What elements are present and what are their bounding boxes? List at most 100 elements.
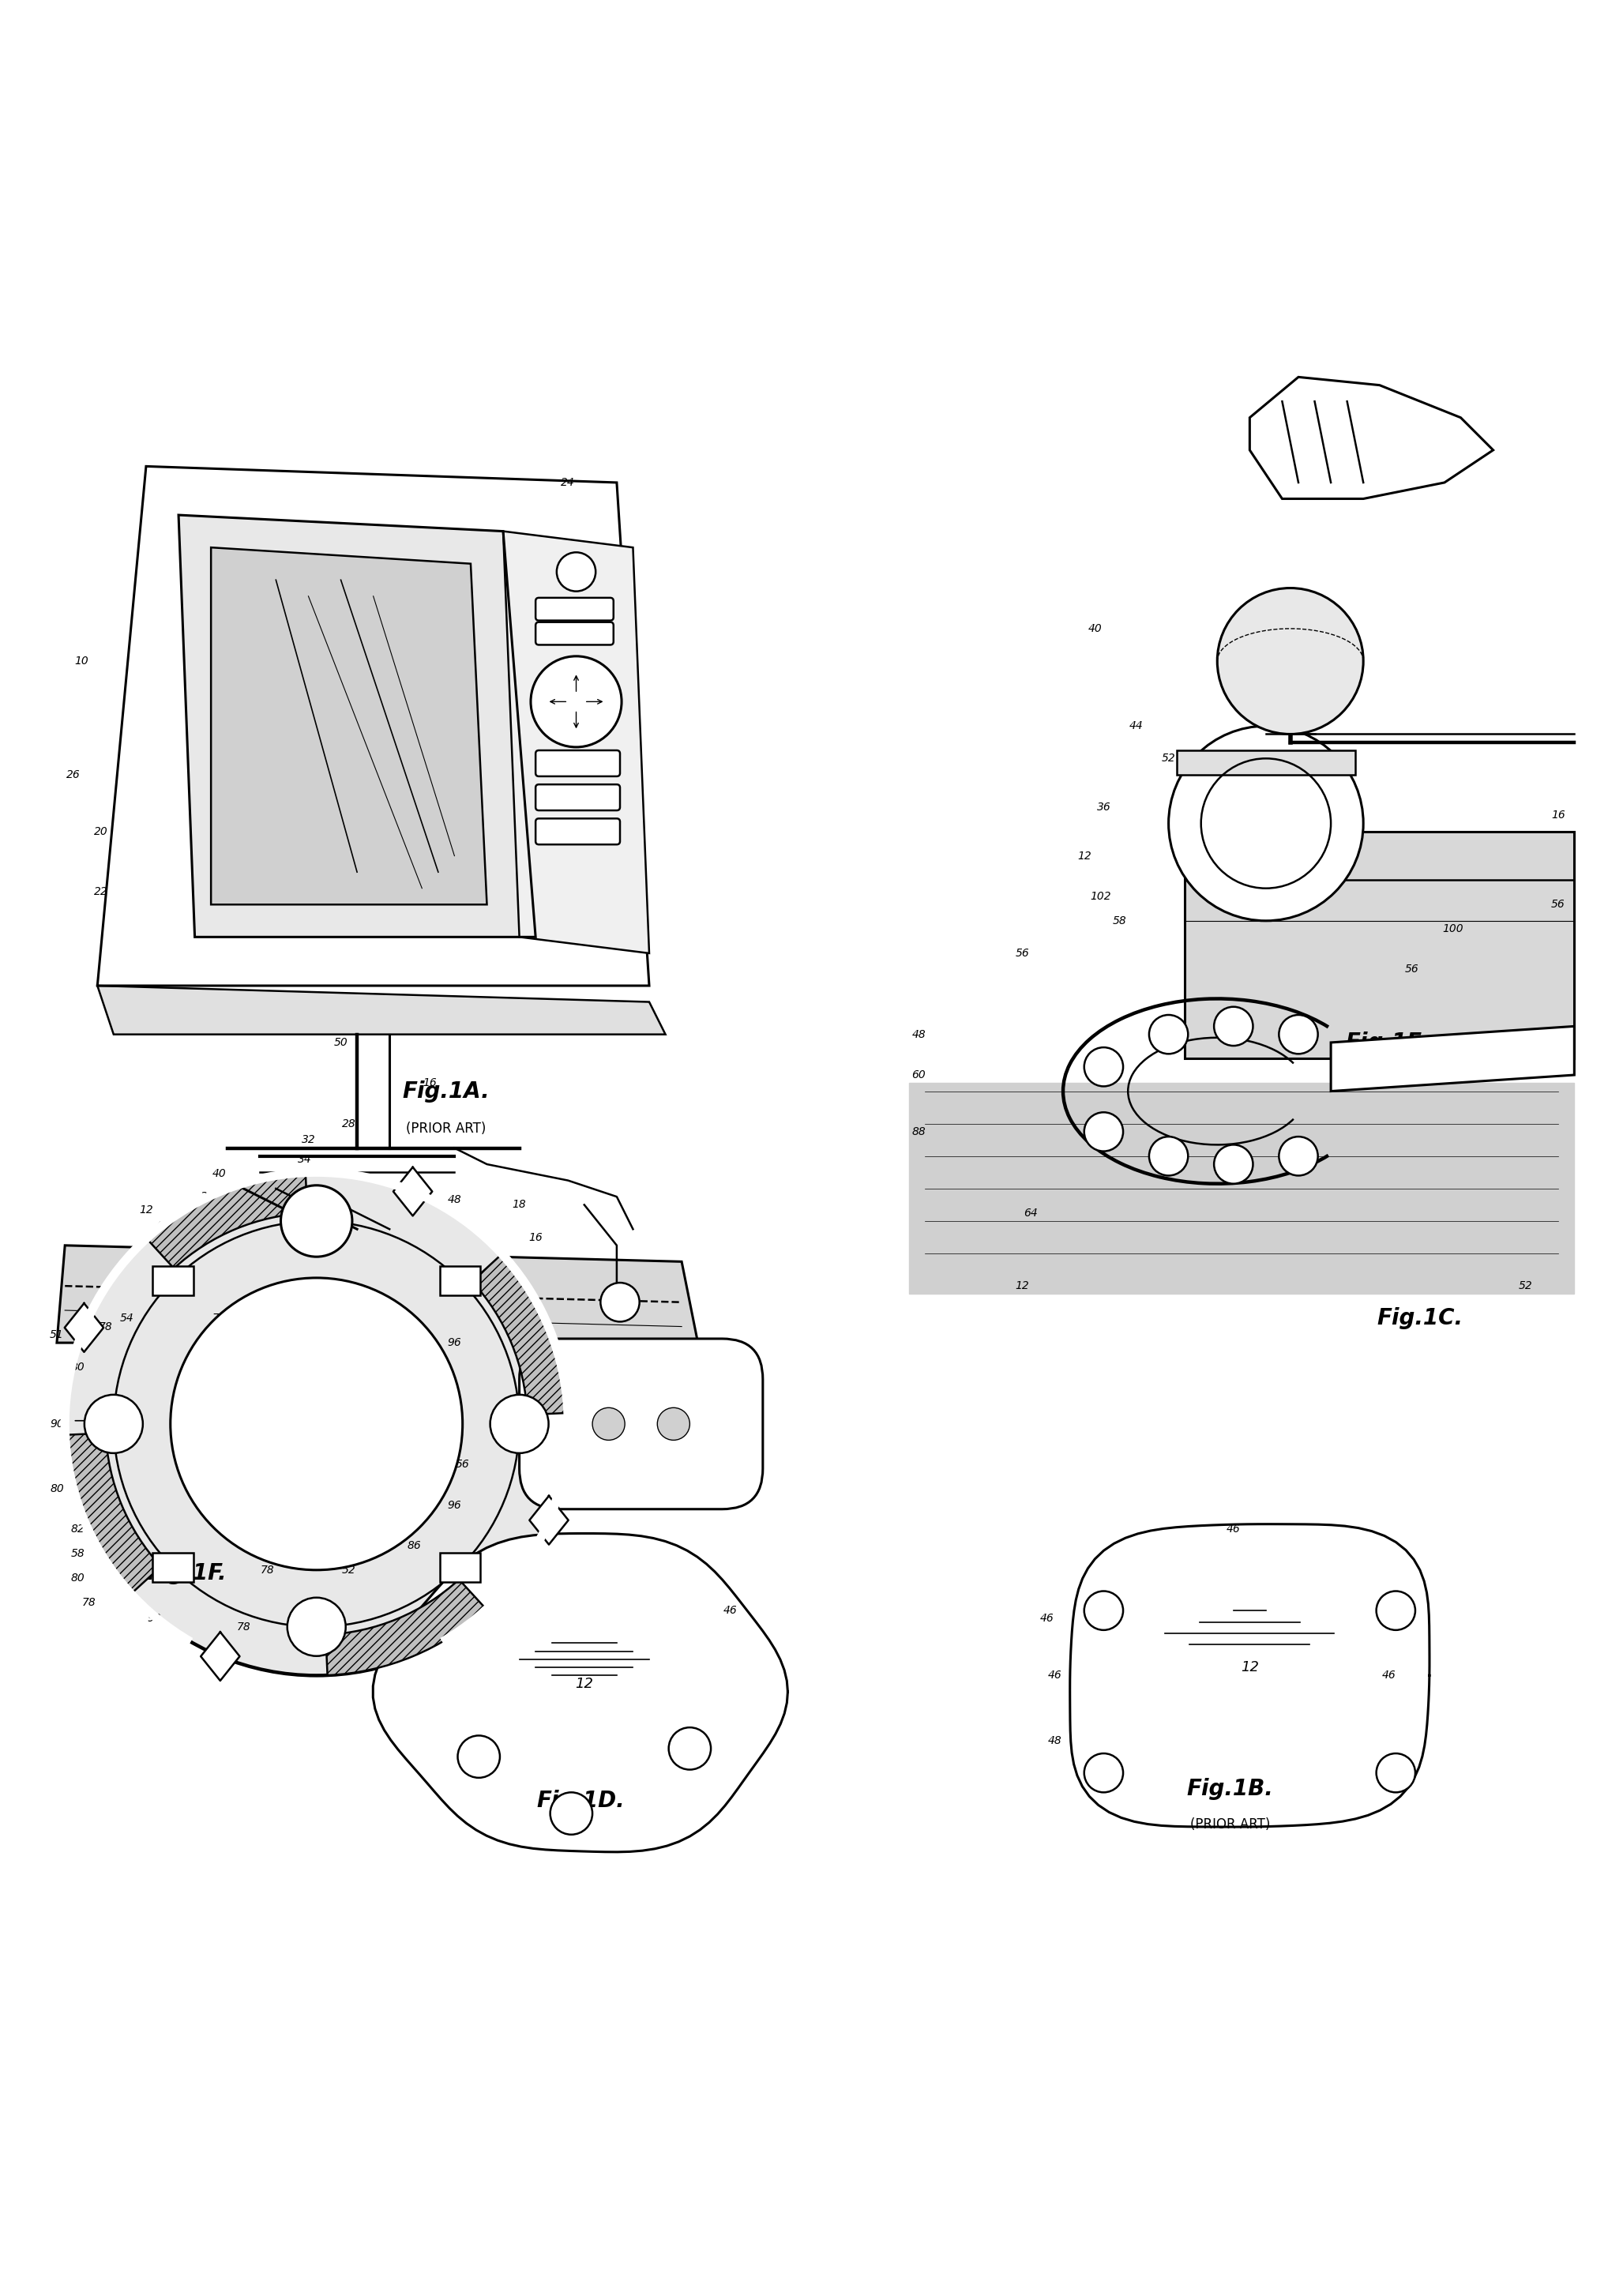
Text: (PRIOR ART): (PRIOR ART) <box>1190 1818 1271 1832</box>
Text: 10: 10 <box>75 657 88 666</box>
Text: 48: 48 <box>570 1807 583 1818</box>
Text: 94: 94 <box>695 1419 711 1430</box>
Text: Fig.1B.: Fig.1B. <box>1186 1777 1274 1800</box>
Text: 66: 66 <box>581 1419 597 1430</box>
Text: 38: 38 <box>326 1265 339 1274</box>
Text: 12: 12 <box>575 1676 594 1690</box>
Polygon shape <box>1250 377 1493 498</box>
Circle shape <box>1214 1146 1253 1185</box>
Text: 50: 50 <box>334 1038 347 1047</box>
Text: 22: 22 <box>94 886 107 898</box>
Text: 56: 56 <box>1406 964 1419 976</box>
Circle shape <box>287 1598 346 1655</box>
Text: 20: 20 <box>94 827 107 838</box>
Text: Fig.1E.: Fig.1E. <box>1345 1031 1430 1054</box>
Text: 80: 80 <box>71 1573 84 1584</box>
Circle shape <box>1376 1591 1415 1630</box>
Text: 88: 88 <box>912 1127 925 1137</box>
Polygon shape <box>97 985 665 1035</box>
Text: 46: 46 <box>472 1752 485 1763</box>
Text: 36: 36 <box>1097 801 1110 813</box>
Polygon shape <box>529 1497 568 1545</box>
Bar <box>440 1265 480 1295</box>
Polygon shape <box>201 1632 240 1681</box>
Circle shape <box>458 1736 500 1777</box>
Circle shape <box>1084 1754 1123 1793</box>
Text: 86: 86 <box>407 1541 420 1552</box>
Circle shape <box>592 1407 625 1440</box>
Text: 44: 44 <box>1130 721 1143 732</box>
Text: 76: 76 <box>344 1426 360 1437</box>
Circle shape <box>1149 1137 1188 1176</box>
Polygon shape <box>57 1244 698 1343</box>
Text: 51: 51 <box>50 1329 63 1341</box>
FancyBboxPatch shape <box>536 597 613 620</box>
Circle shape <box>669 1727 711 1770</box>
Circle shape <box>490 1394 549 1453</box>
Text: 30: 30 <box>201 1192 214 1203</box>
Circle shape <box>84 1394 143 1453</box>
Bar <box>153 1552 193 1582</box>
Text: 40: 40 <box>1089 622 1102 634</box>
Text: 16: 16 <box>1552 810 1565 820</box>
Text: (PRIOR ART): (PRIOR ART) <box>406 1120 487 1137</box>
Circle shape <box>1279 1137 1318 1176</box>
Circle shape <box>1084 1047 1123 1086</box>
Text: 58: 58 <box>71 1548 84 1559</box>
Circle shape <box>65 1173 568 1676</box>
Circle shape <box>557 553 596 592</box>
Circle shape <box>1214 1006 1253 1045</box>
Circle shape <box>281 1185 352 1256</box>
Text: 32: 32 <box>302 1134 315 1146</box>
Text: 96: 96 <box>448 1499 461 1511</box>
FancyBboxPatch shape <box>536 622 613 645</box>
Polygon shape <box>179 514 536 937</box>
Text: 52: 52 <box>342 1564 355 1575</box>
Circle shape <box>1217 588 1363 735</box>
Text: 26: 26 <box>67 769 80 781</box>
Text: 40: 40 <box>213 1169 226 1180</box>
Circle shape <box>1376 1754 1415 1793</box>
Text: 42: 42 <box>156 1221 169 1231</box>
Text: 60: 60 <box>912 1070 925 1081</box>
Wedge shape <box>472 1254 568 1414</box>
Text: 62: 62 <box>299 1414 318 1428</box>
Text: 48: 48 <box>912 1029 925 1040</box>
Text: 46: 46 <box>1227 1525 1240 1536</box>
Text: 78: 78 <box>237 1621 250 1632</box>
Text: 96: 96 <box>448 1336 461 1348</box>
Text: 78: 78 <box>213 1313 226 1325</box>
Polygon shape <box>909 1084 1574 1295</box>
Circle shape <box>287 1192 346 1251</box>
Circle shape <box>1279 1015 1318 1054</box>
Text: 52: 52 <box>1519 1281 1532 1290</box>
Text: 58: 58 <box>1113 916 1126 925</box>
Polygon shape <box>1185 831 1574 1058</box>
Text: 12: 12 <box>140 1203 153 1215</box>
Text: 60: 60 <box>344 1384 360 1398</box>
Circle shape <box>1084 1591 1123 1630</box>
Polygon shape <box>211 546 487 905</box>
Text: 52: 52 <box>1162 753 1175 765</box>
Text: 56: 56 <box>1016 948 1029 960</box>
Text: 46: 46 <box>1040 1614 1053 1623</box>
Text: 56: 56 <box>1552 900 1565 909</box>
Text: 46: 46 <box>1383 1669 1396 1681</box>
Text: 72: 72 <box>91 1442 104 1453</box>
Text: 64: 64 <box>367 1320 380 1332</box>
Text: 74: 74 <box>318 1621 331 1632</box>
FancyBboxPatch shape <box>536 817 620 845</box>
Text: 82: 82 <box>71 1525 84 1536</box>
Text: Fig.1A.: Fig.1A. <box>403 1079 490 1102</box>
Polygon shape <box>65 1304 104 1352</box>
Text: 78: 78 <box>261 1564 274 1575</box>
Text: 46: 46 <box>1381 1614 1394 1623</box>
Text: 14: 14 <box>123 1281 136 1290</box>
Circle shape <box>601 1283 639 1322</box>
Text: Fig.1C.: Fig.1C. <box>1376 1306 1464 1329</box>
Text: 54: 54 <box>120 1313 133 1325</box>
FancyBboxPatch shape <box>536 751 620 776</box>
Text: 64: 64 <box>1024 1208 1037 1219</box>
Text: 78: 78 <box>83 1598 96 1607</box>
Polygon shape <box>393 1166 432 1217</box>
